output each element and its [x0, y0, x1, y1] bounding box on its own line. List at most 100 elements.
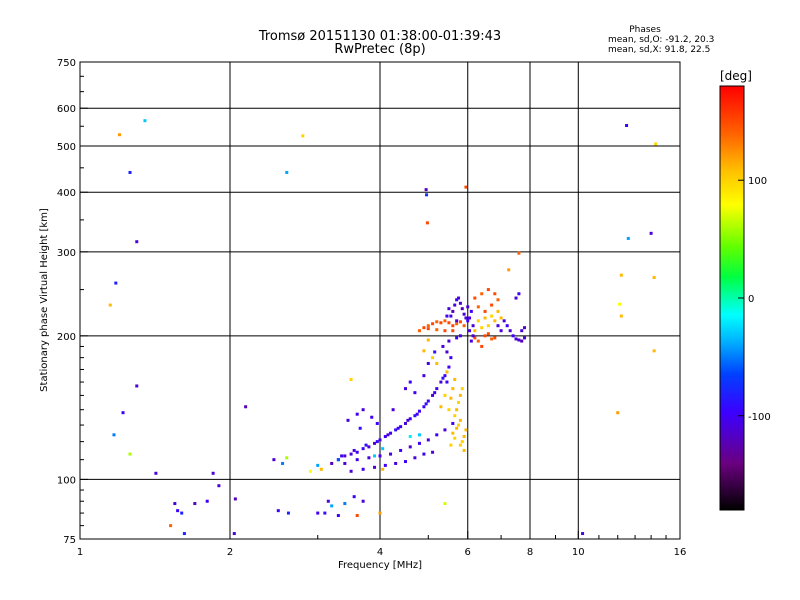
data-point — [426, 327, 430, 331]
data-point — [422, 374, 426, 378]
data-point — [517, 292, 521, 296]
data-point — [128, 452, 132, 456]
data-point — [435, 361, 439, 365]
colorbar-tick-label: 0 — [748, 294, 754, 305]
data-point — [493, 336, 497, 340]
data-point — [462, 312, 466, 316]
data-point — [349, 452, 353, 456]
data-point — [453, 414, 457, 418]
data-point — [135, 240, 139, 244]
grid-lines — [80, 62, 680, 539]
data-point — [370, 415, 374, 419]
data-point — [483, 316, 487, 320]
data-points — [108, 119, 658, 536]
data-point — [375, 421, 379, 425]
data-point — [281, 461, 285, 465]
data-point — [417, 409, 421, 413]
data-point — [413, 456, 417, 460]
y-tick-label: 100 — [57, 475, 76, 486]
data-point — [455, 426, 459, 430]
data-point — [496, 298, 500, 302]
data-point — [276, 509, 280, 513]
data-point — [453, 377, 457, 381]
data-point — [373, 465, 377, 469]
data-point — [517, 251, 521, 255]
data-point — [408, 380, 412, 384]
data-point — [154, 471, 158, 475]
data-point — [128, 170, 132, 174]
data-point — [367, 456, 371, 460]
x-axis-ticks: 1 2 4 6 8 10 16 — [77, 531, 686, 558]
data-point — [455, 319, 459, 323]
data-point — [457, 400, 461, 404]
data-point — [468, 329, 472, 333]
data-point — [443, 329, 447, 333]
data-point — [355, 412, 359, 416]
data-point — [469, 309, 473, 313]
data-point — [343, 461, 347, 465]
data-point — [330, 504, 334, 508]
data-point — [364, 443, 368, 447]
data-point — [182, 532, 186, 536]
data-point — [443, 502, 447, 506]
data-point — [381, 467, 385, 471]
data-point — [445, 370, 449, 374]
chart-subtitle: RwPretec (8p) — [334, 42, 425, 57]
data-point — [581, 532, 585, 536]
data-point — [396, 426, 400, 430]
data-point — [435, 387, 439, 391]
data-point — [460, 387, 464, 391]
data-point — [451, 421, 455, 425]
data-point — [361, 467, 365, 471]
data-point — [394, 428, 398, 432]
data-point — [458, 418, 462, 422]
data-point — [193, 502, 197, 506]
data-point — [619, 273, 623, 277]
data-point — [355, 458, 359, 462]
data-point — [505, 324, 509, 328]
data-point — [358, 426, 362, 430]
data-point — [460, 307, 464, 311]
data-point — [511, 334, 515, 338]
data-point — [649, 231, 653, 235]
colorbar-tick-label: -100 — [748, 412, 771, 423]
y-tick-label: 200 — [57, 332, 76, 343]
data-point — [441, 344, 445, 348]
data-point — [373, 441, 377, 445]
data-point — [173, 502, 177, 506]
data-point — [408, 417, 412, 421]
data-point — [361, 408, 365, 412]
data-point — [466, 319, 470, 323]
data-point — [286, 511, 290, 515]
data-point — [323, 511, 327, 515]
data-point — [352, 495, 356, 499]
data-point — [425, 221, 429, 225]
data-point — [480, 292, 484, 296]
data-point — [460, 440, 464, 444]
colorbar-tick-label: 100 — [748, 176, 767, 187]
data-point — [135, 384, 139, 388]
data-point — [458, 301, 462, 305]
stats-heading: Phases — [629, 25, 661, 35]
data-point — [378, 454, 382, 458]
data-point — [439, 405, 443, 409]
data-point — [476, 339, 480, 343]
data-point — [415, 412, 419, 416]
data-point — [445, 350, 449, 354]
data-point — [471, 324, 475, 328]
chart-title: Tromsø 20151130 01:38:00-01:39:43 — [258, 29, 501, 44]
data-point — [361, 447, 365, 451]
y-tick-label: 300 — [57, 248, 76, 259]
data-point — [451, 329, 455, 333]
data-point — [408, 445, 412, 449]
data-point — [447, 365, 451, 369]
data-point — [451, 324, 455, 328]
data-point — [425, 193, 429, 197]
data-point — [476, 305, 480, 309]
data-point — [490, 303, 494, 307]
data-point — [426, 361, 430, 365]
data-point — [473, 329, 477, 333]
data-point — [422, 405, 426, 409]
data-point — [618, 302, 622, 306]
data-point — [316, 463, 320, 467]
